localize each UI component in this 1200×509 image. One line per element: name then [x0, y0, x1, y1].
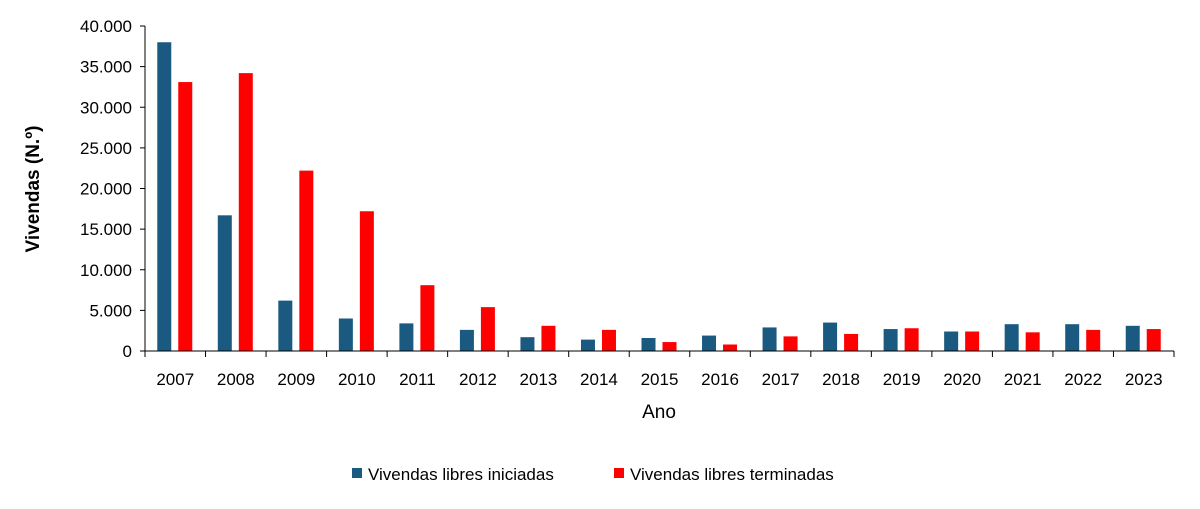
bar-terminadas-2021	[1025, 332, 1040, 351]
bar-terminadas-2022	[1086, 329, 1101, 351]
x-tick-label: 2022	[1064, 370, 1102, 389]
x-tick-label: 2009	[277, 370, 315, 389]
y-axis-ticks: 0 5.000 10.000 15.000 20.000 25.000 30.000 35.0…	[80, 17, 145, 361]
y-tick-label: 15.000	[80, 220, 132, 239]
bar-iniciadas-2016	[702, 335, 717, 351]
bar-iniciadas-2021	[1004, 324, 1019, 351]
x-tick-label: 2012	[459, 370, 497, 389]
x-tick-label: 2018	[822, 370, 860, 389]
x-axis-title: Ano	[642, 402, 676, 423]
y-tick-label: 0	[123, 342, 132, 361]
bar-iniciadas-2015	[641, 338, 656, 351]
x-tick-label: 2008	[217, 370, 255, 389]
bar-iniciadas-2007	[157, 42, 172, 351]
bar-iniciadas-2018	[823, 322, 838, 351]
bar-terminadas-2018	[844, 333, 859, 351]
y-tick-label: 40.000	[80, 17, 132, 36]
bar-iniciadas-2010	[338, 318, 353, 351]
bar-iniciadas-2017	[762, 327, 777, 351]
bars	[157, 42, 1161, 351]
bar-iniciadas-2022	[1065, 324, 1080, 351]
bar-iniciadas-2009	[278, 300, 293, 351]
bar-terminadas-2009	[299, 170, 314, 351]
bar-iniciadas-2014	[580, 339, 595, 351]
bar-terminadas-2023	[1146, 329, 1161, 351]
bar-iniciadas-2011	[399, 323, 414, 351]
y-tick-label: 20.000	[80, 180, 132, 199]
legend: Vivendas libres iniciadas Vivendas libre…	[352, 465, 834, 484]
x-tick-label: 2017	[762, 370, 800, 389]
bar-terminadas-2007	[178, 82, 193, 351]
bar-terminadas-2017	[783, 336, 798, 351]
x-tick-label: 2020	[943, 370, 981, 389]
bar-iniciadas-2013	[520, 337, 535, 351]
x-tick-label: 2023	[1125, 370, 1163, 389]
bar-terminadas-2019	[904, 328, 919, 351]
y-tick-label: 10.000	[80, 261, 132, 280]
bar-terminadas-2011	[420, 285, 435, 351]
bar-terminadas-2015	[662, 342, 677, 351]
bar-iniciadas-2020	[944, 331, 959, 351]
x-tick-label: 2007	[156, 370, 194, 389]
legend-swatch-terminadas	[614, 468, 624, 478]
bar-terminadas-2012	[480, 307, 495, 351]
bar-terminadas-2020	[965, 331, 980, 351]
legend-label-iniciadas: Vivendas libres iniciadas	[368, 465, 554, 484]
y-tick-label: 25.000	[80, 139, 132, 158]
x-tick-label: 2010	[338, 370, 376, 389]
legend-label-terminadas: Vivendas libres terminadas	[630, 465, 834, 484]
y-tick-label: 5.000	[89, 301, 132, 320]
bar-iniciadas-2019	[883, 329, 898, 351]
y-tick-label: 30.000	[80, 98, 132, 117]
bar-iniciadas-2023	[1125, 325, 1140, 351]
legend-swatch-iniciadas	[352, 468, 362, 478]
bar-terminadas-2008	[238, 73, 253, 351]
bar-iniciadas-2012	[459, 329, 474, 351]
x-tick-label: 2011	[399, 370, 436, 389]
x-tick-label: 2013	[520, 370, 558, 389]
bar-terminadas-2016	[723, 344, 738, 351]
x-tick-label: 2019	[883, 370, 921, 389]
x-axis-ticks: 2007 2008 2009 2010 2011 2012 2013 2014 2015 2016…	[144, 351, 1175, 389]
x-tick-label: 2015	[641, 370, 679, 389]
x-tick-label: 2014	[580, 370, 618, 389]
bar-terminadas-2014	[601, 329, 616, 351]
y-axis-title: Vivendas (N.º)	[23, 126, 44, 253]
x-tick-label: 2021	[1004, 370, 1042, 389]
bar-terminadas-2010	[359, 211, 374, 351]
bar-iniciadas-2008	[217, 215, 232, 351]
bar-terminadas-2013	[541, 325, 556, 351]
x-tick-label: 2016	[701, 370, 739, 389]
y-tick-label: 35.000	[80, 58, 132, 77]
